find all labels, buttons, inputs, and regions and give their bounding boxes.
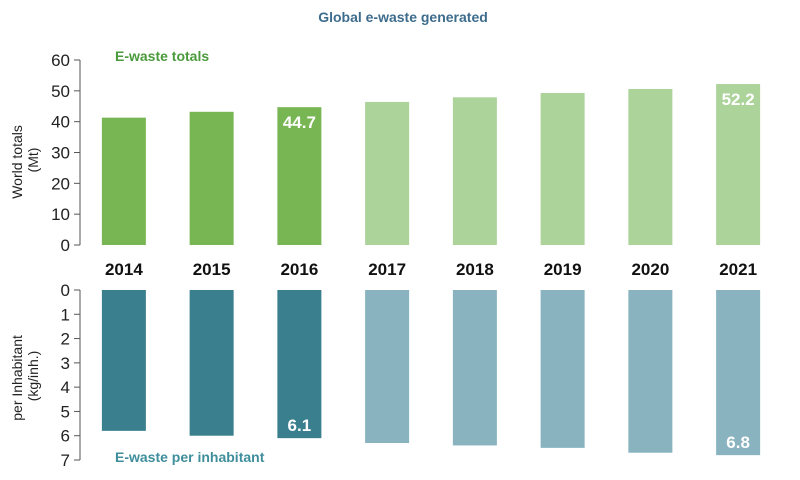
bottom-bar-2020 [628,290,673,453]
chart-title: Global e-waste generated [318,9,488,25]
bottom-y-tick-label: 3 [61,354,70,373]
x-tick-label-2020: 2020 [631,260,669,279]
bottom-bar-2016 [277,290,322,439]
bottom-panel: 0 1 2 3 4 5 6 7 6.1 6.8 [61,281,761,470]
x-tick-label-2018: 2018 [456,260,494,279]
bottom-y-tick-label: 2 [61,330,70,349]
top-y-tick-label: 30 [51,144,70,163]
bottom-data-label-2016: 6.1 [288,416,312,435]
top-bar-2021 [716,84,761,245]
top-series-label: E-waste totals [115,48,209,64]
bottom-series-label: E-waste per inhabitant [115,449,265,465]
bottom-y-tick-label: 4 [61,378,70,397]
top-bar-2015 [189,111,234,245]
top-y-axis-label-line2: (Mt) [25,148,41,173]
bottom-y-tick-label: 5 [61,402,70,421]
top-bar-2019 [540,92,585,245]
x-tick-label-2017: 2017 [368,260,406,279]
bottom-bar-2019 [540,290,585,448]
bottom-bar-2018 [452,290,497,446]
bottom-y-tick-label: 6 [61,427,70,446]
bottom-y-tick-label: 1 [61,305,70,324]
bottom-y-axis-label-line2: (kg/inh.) [25,351,41,402]
top-y-tick-label: 10 [51,205,70,224]
bottom-y-tick-label: 7 [61,451,70,470]
top-bar-2020 [628,88,673,245]
bottom-data-label-2021: 6.8 [726,433,750,452]
x-axis-tick-labels: 2014 2015 2016 2017 2018 2019 2020 2021 [105,260,757,279]
top-bar-2018 [452,97,497,245]
bottom-bar-2014 [101,290,146,431]
top-y-tick-label: 50 [51,82,70,101]
x-tick-label-2016: 2016 [280,260,318,279]
bottom-bar-2021 [716,290,761,456]
bottom-y-tick-label: 0 [61,281,70,300]
top-bar-2016 [277,107,322,245]
x-tick-label-2015: 2015 [193,260,231,279]
bottom-bar-2017 [365,290,410,443]
top-y-axis-label-line1: World totals [9,125,25,199]
x-tick-label-2014: 2014 [105,260,143,279]
top-y-tick-label: 60 [51,51,70,70]
top-y-tick-label: 20 [51,174,70,193]
top-data-label-2016: 44.7 [283,113,316,132]
top-y-tick-label: 40 [51,113,70,132]
top-data-label-2021: 52.2 [722,90,755,109]
top-y-tick-label: 0 [61,236,70,255]
bottom-y-axis-label: per Inhabitant (kg/inh.) [9,331,41,421]
top-bar-2017 [365,101,410,245]
top-bar-2014 [101,117,146,245]
top-panel: 0 10 20 30 40 50 60 44.7 52.2 [51,51,761,255]
top-y-axis-label: World totals (Mt) [9,121,41,199]
bottom-bar-2015 [189,290,234,436]
bottom-y-axis-label-line1: per Inhabitant [9,335,25,421]
x-tick-label-2021: 2021 [719,260,757,279]
x-tick-label-2019: 2019 [544,260,582,279]
